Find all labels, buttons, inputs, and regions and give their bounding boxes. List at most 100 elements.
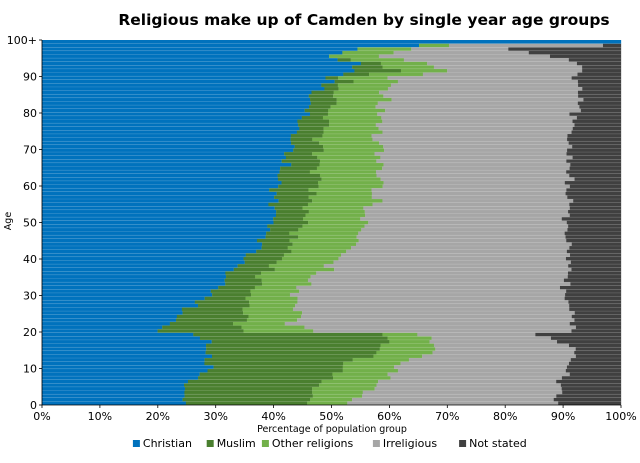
bar-segment-muslim-age-50 xyxy=(273,220,309,225)
bar-segment-not-stated-age-68 xyxy=(572,155,622,160)
bar-segment-christian-age-9 xyxy=(42,368,208,373)
bar-segment-irreligious-age-33 xyxy=(311,282,571,286)
bar-segment-muslim-age-43 xyxy=(261,245,288,250)
bars-group xyxy=(42,40,622,405)
bar-segment-christian-age-22 xyxy=(42,321,170,326)
bar-segment-irreligious-age-18 xyxy=(431,336,552,340)
bar-segment-not-stated-age-4 xyxy=(561,386,622,391)
bar-segment-not-stated-age-67 xyxy=(566,159,622,163)
bar-segment-not-stated-age-43 xyxy=(569,245,622,250)
bar-segment-christian-age-40 xyxy=(42,256,244,261)
bar-segment-irreligious-age-94 xyxy=(427,61,578,66)
bar-segment-not-stated-age-15 xyxy=(575,347,622,351)
bar-segment-muslim-age-52 xyxy=(275,213,306,218)
bar-segment-other-religions-age-74 xyxy=(322,133,372,138)
bar-segment-christian-age-87 xyxy=(42,86,325,91)
bar-segment-irreligious-age-98 xyxy=(411,47,509,51)
bar-segment-other-religions-age-31 xyxy=(250,289,300,293)
bar-segment-irreligious-age-57 xyxy=(371,195,568,200)
bar-segment-not-stated-age-46 xyxy=(565,235,622,239)
bar-segment-not-stated-age-30 xyxy=(565,292,622,297)
y-tick-label: 80 xyxy=(23,107,37,120)
bar-segment-irreligious-age-65 xyxy=(382,166,570,171)
bar-segment-other-religions-age-37 xyxy=(274,267,335,272)
bar-segment-muslim-age-44 xyxy=(262,242,293,246)
bar-segment-christian-age-48 xyxy=(42,227,271,232)
bar-segment-muslim-age-25 xyxy=(182,311,244,315)
bar-segment-other-religions-age-20 xyxy=(243,329,314,333)
bar-segment-irreligious-age-73 xyxy=(372,137,568,142)
bar-segment-muslim-age-10 xyxy=(213,365,343,369)
bar-segment-not-stated-age-25 xyxy=(574,311,622,315)
bar-segment-not-stated-age-70 xyxy=(567,148,622,153)
legend-label-muslim: Muslim xyxy=(217,437,256,450)
bar-segment-not-stated-age-59 xyxy=(566,188,622,192)
bar-segment-christian-age-42 xyxy=(42,249,257,254)
bar-segment-muslim-age-95 xyxy=(337,58,351,62)
bar-segment-muslim-age-5 xyxy=(184,383,320,387)
bar-segment-christian-age-30 xyxy=(42,292,213,297)
x-tick-label: 100% xyxy=(605,410,636,423)
bar-segment-muslim-age-29 xyxy=(204,296,246,301)
y-tick-label: 70 xyxy=(23,144,37,157)
bar-segment-other-religions-age-2 xyxy=(312,394,363,398)
bar-segment-not-stated-age-50 xyxy=(566,220,622,225)
bar-segment-not-stated-age-62 xyxy=(574,177,622,181)
bar-segment-not-stated-age-79 xyxy=(576,115,622,120)
bar-segment-muslim-age-11 xyxy=(204,361,344,366)
bar-segment-irreligious-age-13 xyxy=(422,354,577,359)
bar-segment-not-stated-age-33 xyxy=(570,282,622,286)
bar-segment-other-religions-age-76 xyxy=(323,126,379,131)
bar-segment-irreligious-age-48 xyxy=(361,227,568,232)
legend-swatch-irreligious xyxy=(372,440,380,447)
bar-segment-christian-age-61 xyxy=(42,180,282,185)
bar-segment-irreligious-age-2 xyxy=(361,394,557,398)
bar-segment-not-stated-age-65 xyxy=(569,166,622,171)
bar-segment-muslim-age-68 xyxy=(285,155,318,160)
bar-segment-irreligious-age-97 xyxy=(393,50,529,55)
bar-segment-other-religions-age-33 xyxy=(261,282,312,286)
bar-segment-irreligious-age-7 xyxy=(390,376,563,380)
bar-segment-irreligious-age-76 xyxy=(378,126,573,131)
bar-segment-irreligious-age-21 xyxy=(304,325,577,330)
legend-label-not-stated: Not stated xyxy=(469,437,527,450)
bar-segment-irreligious-age-3 xyxy=(362,390,563,395)
y-tick-label: 20 xyxy=(23,326,37,339)
bar-segment-irreligious-age-8 xyxy=(387,372,570,377)
bar-segment-irreligious-age-6 xyxy=(378,379,557,384)
bar-segment-irreligious-age-44 xyxy=(356,242,572,246)
bar-segment-christian-age-71 xyxy=(42,144,295,149)
bar-segment-muslim-age-75 xyxy=(296,130,324,134)
bar-segment-other-religions-age-1 xyxy=(310,397,353,402)
bar-segment-other-religions-age-70 xyxy=(323,148,385,153)
bar-segment-muslim-age-58 xyxy=(276,191,317,196)
bar-segment-irreligious-age-50 xyxy=(368,220,567,225)
bar-segment-not-stated-age-24 xyxy=(571,314,622,319)
bar-segment-christian-age-1 xyxy=(42,397,183,402)
bar-segment-irreligious-age-70 xyxy=(384,148,568,153)
bar-segment-muslim-age-6 xyxy=(187,379,322,384)
bar-segment-irreligious-age-26 xyxy=(292,307,570,312)
bar-segment-muslim-age-74 xyxy=(290,133,323,138)
bar-segment-irreligious-age-28 xyxy=(297,300,569,304)
bar-segment-other-religions-age-50 xyxy=(308,220,369,225)
bar-segment-other-religions-age-22 xyxy=(233,321,285,326)
bar-segment-irreligious-age-93 xyxy=(433,65,583,69)
bar-segment-christian-age-98 xyxy=(42,47,358,51)
bar-segment-muslim-age-65 xyxy=(280,166,318,171)
bar-segment-irreligious-age-27 xyxy=(295,303,570,308)
bar-segment-not-stated-age-48 xyxy=(567,227,622,232)
bar-segment-other-religions-age-51 xyxy=(302,217,361,221)
bar-segment-irreligious-age-77 xyxy=(375,123,575,127)
bar-segment-muslim-age-32 xyxy=(218,285,256,290)
bar-segment-muslim-age-72 xyxy=(291,141,320,145)
bar-segment-irreligious-age-86 xyxy=(379,90,579,95)
bar-segment-not-stated-age-74 xyxy=(567,133,622,138)
bar-segment-muslim-age-78 xyxy=(297,119,330,124)
bar-segment-irreligious-age-5 xyxy=(376,383,562,387)
bar-segment-not-stated-age-93 xyxy=(582,65,622,69)
bar-segment-not-stated-age-73 xyxy=(567,137,622,142)
bar-segment-muslim-age-53 xyxy=(276,209,309,214)
bar-segment-other-religions-age-85 xyxy=(333,94,384,98)
bar-segment-irreligious-age-46 xyxy=(356,235,566,239)
